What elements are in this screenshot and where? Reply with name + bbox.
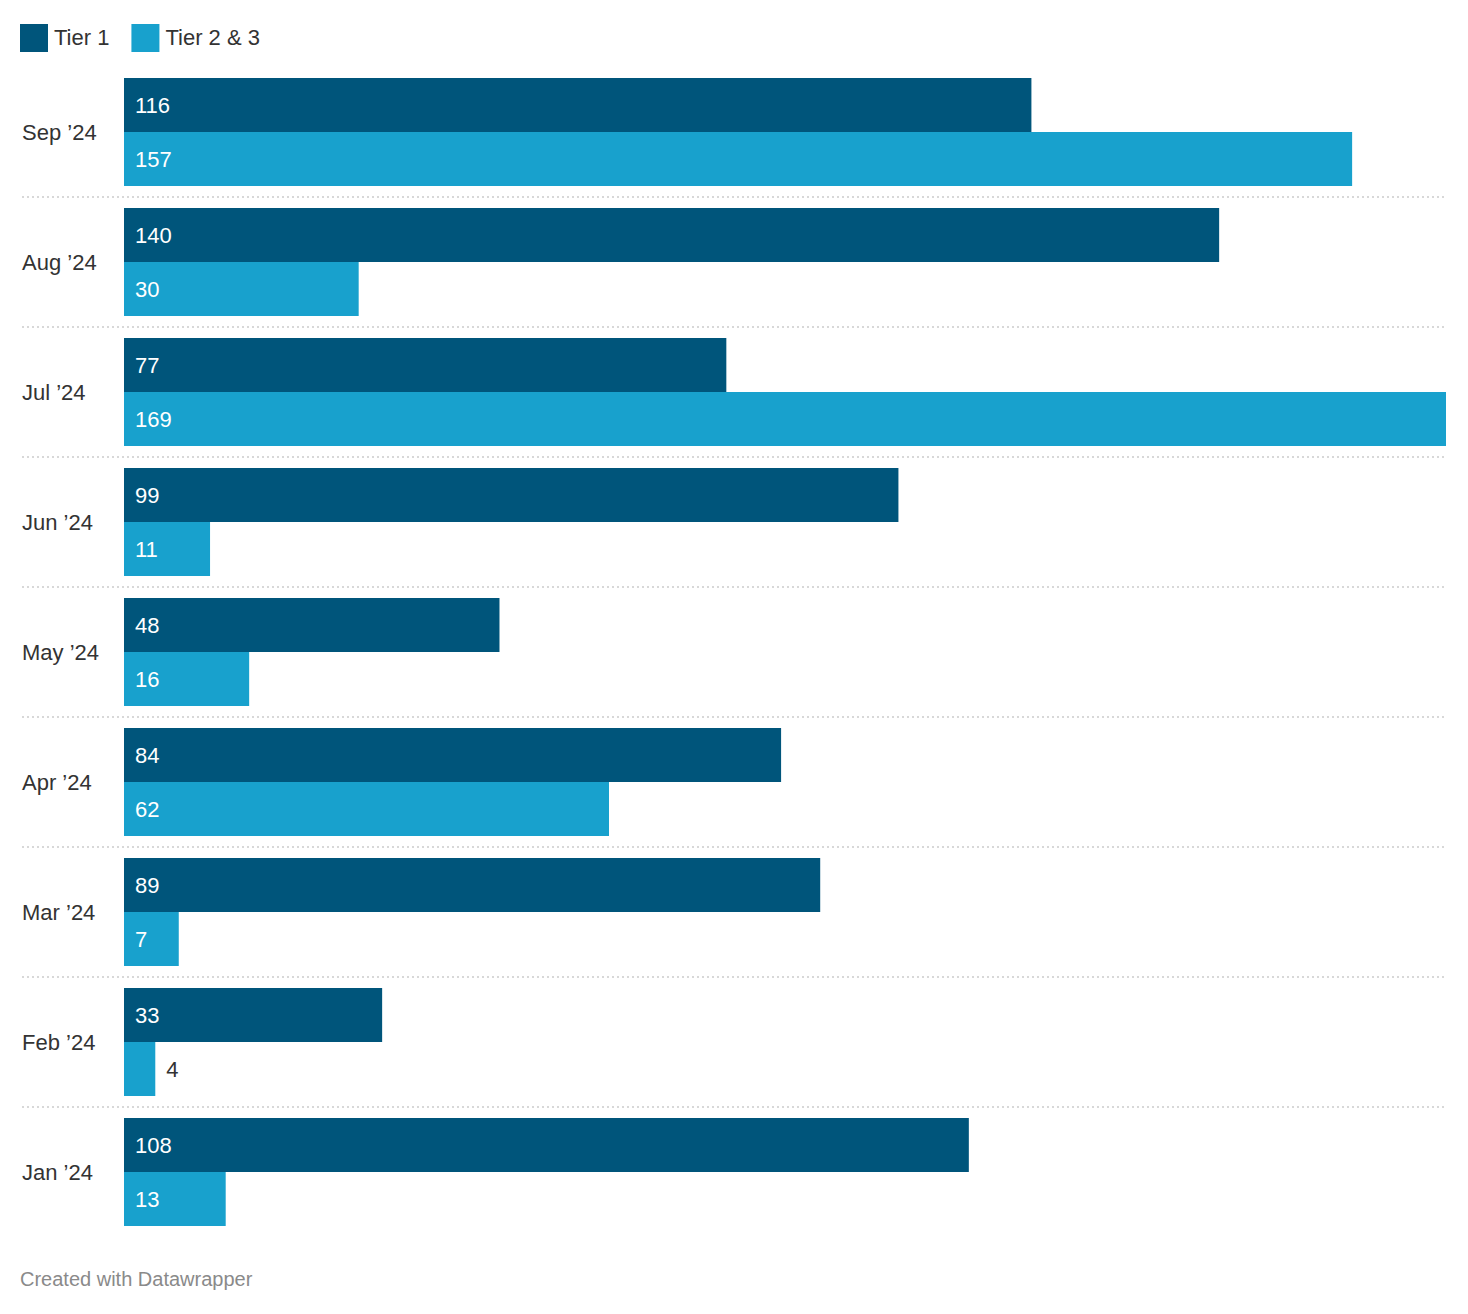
category-label: May ’24 [22,640,99,665]
chart: Tier 1 Tier 2 & 3 Sep ’24 116 157 Aug ’24 140 3… [0,0,1468,1314]
data-label: 116 [135,93,170,118]
separator [22,456,1446,458]
data-label: 13 [135,1187,159,1212]
category-label: Mar ’24 [22,900,95,925]
data-label: 11 [135,537,158,562]
bar [124,1172,226,1226]
bar [124,132,1352,186]
bar [124,208,1219,262]
separator [22,846,1446,848]
data-label: 7 [135,927,147,952]
data-label: 169 [135,407,172,432]
legend-swatch [131,24,159,52]
data-label: 16 [135,667,159,692]
bar [124,858,820,912]
data-label: 77 [135,353,159,378]
bar [124,1042,155,1096]
data-label: 84 [135,743,159,768]
data-label: 48 [135,613,159,638]
separator [22,716,1446,718]
bar [124,262,359,316]
separator [22,196,1446,198]
separator [22,586,1446,588]
category-label: Jan ’24 [22,1160,93,1185]
data-label: 62 [135,797,159,822]
bars [124,78,1446,1226]
legend-swatch [20,24,48,52]
bar [124,652,249,706]
category-label: Aug ’24 [22,250,97,275]
data-label: 140 [135,223,172,248]
separator [22,1106,1446,1108]
data-label: 157 [135,147,172,172]
bar [124,912,179,966]
bar [124,598,499,652]
data-label: 108 [135,1133,172,1158]
labels: Sep ’24 116 157 Aug ’24 140 30 Jul ’24 77 169 Jun… [22,93,179,1212]
bar [124,468,898,522]
legend-label: Tier 1 [54,25,109,50]
bar [124,338,726,392]
category-label: Sep ’24 [22,120,97,145]
bar [124,392,1446,446]
data-label: 33 [135,1003,159,1028]
category-label: Jun ’24 [22,510,93,535]
data-label: 30 [135,277,159,302]
bar [124,782,609,836]
credit: Created with Datawrapper [20,1268,253,1290]
separator [22,326,1446,328]
data-label: 89 [135,873,159,898]
bar [124,728,781,782]
data-label: 99 [135,483,159,508]
data-label: 4 [166,1057,178,1082]
legend-label: Tier 2 & 3 [165,25,260,50]
bar [124,988,382,1042]
category-label: Apr ’24 [22,770,92,795]
bar [124,78,1031,132]
category-label: Feb ’24 [22,1030,95,1055]
bar [124,522,210,576]
separator [22,976,1446,978]
category-label: Jul ’24 [22,380,86,405]
bar [124,1118,969,1172]
